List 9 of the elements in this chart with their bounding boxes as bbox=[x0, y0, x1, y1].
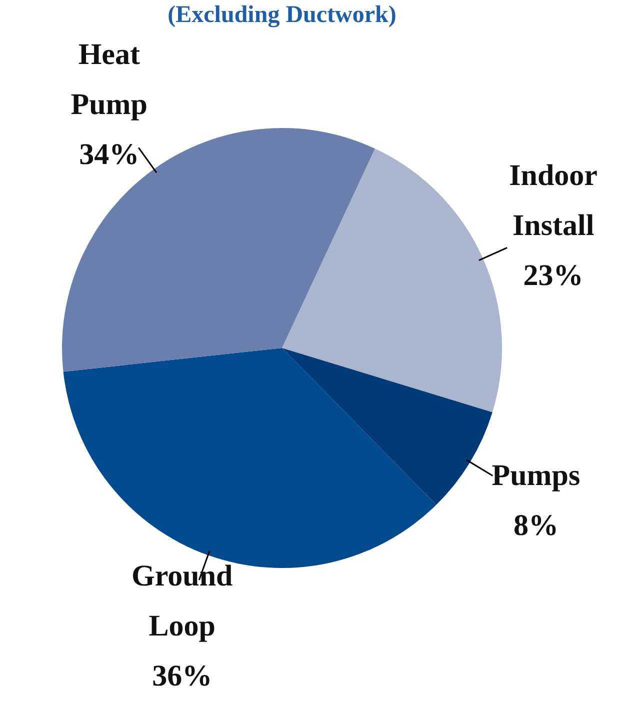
data-label: 8% bbox=[513, 508, 558, 542]
slice-label: Pumps bbox=[492, 458, 580, 492]
chart-subtitle: (Excluding Ductwork) bbox=[168, 2, 396, 28]
data-label: 34% bbox=[79, 138, 140, 172]
data-label: 23% bbox=[523, 258, 584, 292]
slice-label: Ground Loop bbox=[132, 559, 233, 642]
data-label: 36% bbox=[152, 659, 212, 692]
slice-label: Heat Pump bbox=[70, 38, 148, 122]
slice-label: Indoor Install bbox=[509, 158, 598, 242]
